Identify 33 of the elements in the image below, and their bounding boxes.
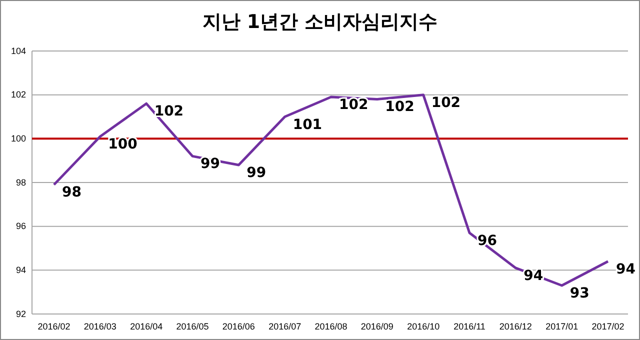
x-tick-label: 2016/02: [38, 321, 70, 332]
data-label: 102: [339, 97, 368, 114]
x-tick-label: 2016/12: [499, 321, 532, 332]
data-label: 101: [292, 116, 322, 133]
y-tick-label: 102: [10, 90, 26, 100]
chart-title: 지난 1년간 소비자심리지수: [202, 11, 438, 33]
x-tick-label: 2016/03: [84, 321, 116, 332]
x-tick-label: 2017/02: [592, 321, 624, 332]
x-tick-label: 2017/01: [546, 321, 578, 332]
data-label: 98: [62, 184, 82, 201]
y-tick-label: 100: [10, 134, 26, 144]
data-label: 99: [246, 164, 266, 181]
data-label: 100: [108, 136, 138, 152]
x-tick-label: 2016/10: [407, 321, 440, 332]
data-label: 99: [200, 156, 220, 172]
data-label: 102: [431, 94, 461, 111]
data-label: 94: [616, 261, 636, 278]
x-tick-label: 2016/07: [268, 321, 302, 332]
x-tick-label: 2016/08: [314, 321, 348, 332]
y-tick-label: 92: [16, 308, 26, 319]
x-tick-label: 2016/04: [130, 321, 163, 332]
line-series: [52, 94, 610, 287]
x-tick-label: 2016/06: [222, 321, 255, 332]
x-tick-label: 2016/05: [176, 321, 209, 332]
data-label: 102: [385, 99, 414, 116]
y-tick-label: 94: [16, 265, 26, 276]
y-tick-label: 104: [10, 46, 26, 56]
x-tick-label: 2016/09: [360, 321, 394, 332]
data-label: 102: [154, 104, 184, 120]
data-label: 93: [570, 286, 590, 302]
y-tick-label: 96: [16, 221, 26, 232]
x-tick-label: 2016/11: [454, 321, 486, 332]
y-tick-label: 98: [16, 177, 26, 188]
